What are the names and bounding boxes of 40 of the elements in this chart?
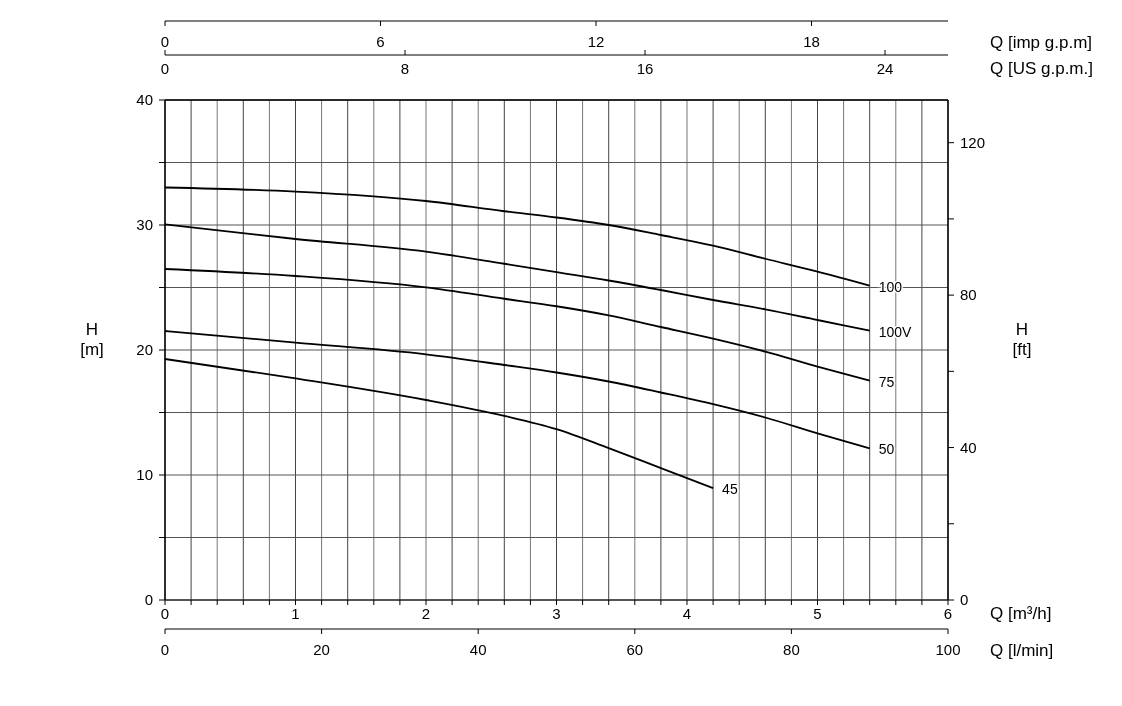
x-tick-label: 2 <box>421 605 431 622</box>
x2-tick-label: 24 <box>876 60 894 77</box>
y2-axis-title: H [ft] <box>1012 320 1032 359</box>
text: 0 <box>160 33 170 51</box>
text: 20 <box>313 641 330 659</box>
x-axis-title: Q [m³/h] <box>990 604 1052 623</box>
x-tick-label: 1 <box>291 605 300 622</box>
x-tick-label: 6 <box>943 605 953 622</box>
text: 18 <box>803 33 820 51</box>
x-tick-label: 4 <box>682 605 692 622</box>
legend-label: 100 <box>935 641 961 659</box>
text: Q [imp g.p.m] <box>990 32 1093 52</box>
text: Q [l/min] <box>990 640 1054 660</box>
y2-tick-label: 40 <box>960 438 977 456</box>
x2-axis-title: Q [US g.p.m.] <box>990 59 1093 78</box>
y2-tick-label: 120 <box>960 133 986 151</box>
series-label: 50 <box>878 441 895 458</box>
y-tick-label: 10 <box>136 466 153 484</box>
series-label: 45 <box>722 481 738 498</box>
x-tick-label: 0 <box>160 605 170 622</box>
y-tick-label: 40 <box>136 91 153 109</box>
x2-tick-label: 16 <box>636 60 654 77</box>
x-tick-label: 5 <box>813 605 822 622</box>
text: 0 <box>160 641 170 659</box>
y2-tick-label: 0 <box>960 591 969 609</box>
y2-tick-label: 80 <box>960 286 977 304</box>
text: 12 <box>587 33 605 51</box>
x2-tick-label: 0 <box>160 60 170 77</box>
text: 6 <box>376 33 385 51</box>
text: 80 <box>783 641 800 659</box>
y-tick-label: 20 <box>136 341 153 359</box>
x2-tick-label: 8 <box>400 60 410 77</box>
series-label: 75 <box>878 373 895 390</box>
text: 60 <box>626 641 644 659</box>
y-tick-label: 30 <box>136 216 153 234</box>
y-axis-title: H [m] <box>80 320 104 359</box>
series-label: 100V <box>878 323 913 340</box>
x-tick-label: 3 <box>552 605 561 622</box>
text: 40 <box>469 641 487 659</box>
y-tick-label: 0 <box>144 591 153 609</box>
